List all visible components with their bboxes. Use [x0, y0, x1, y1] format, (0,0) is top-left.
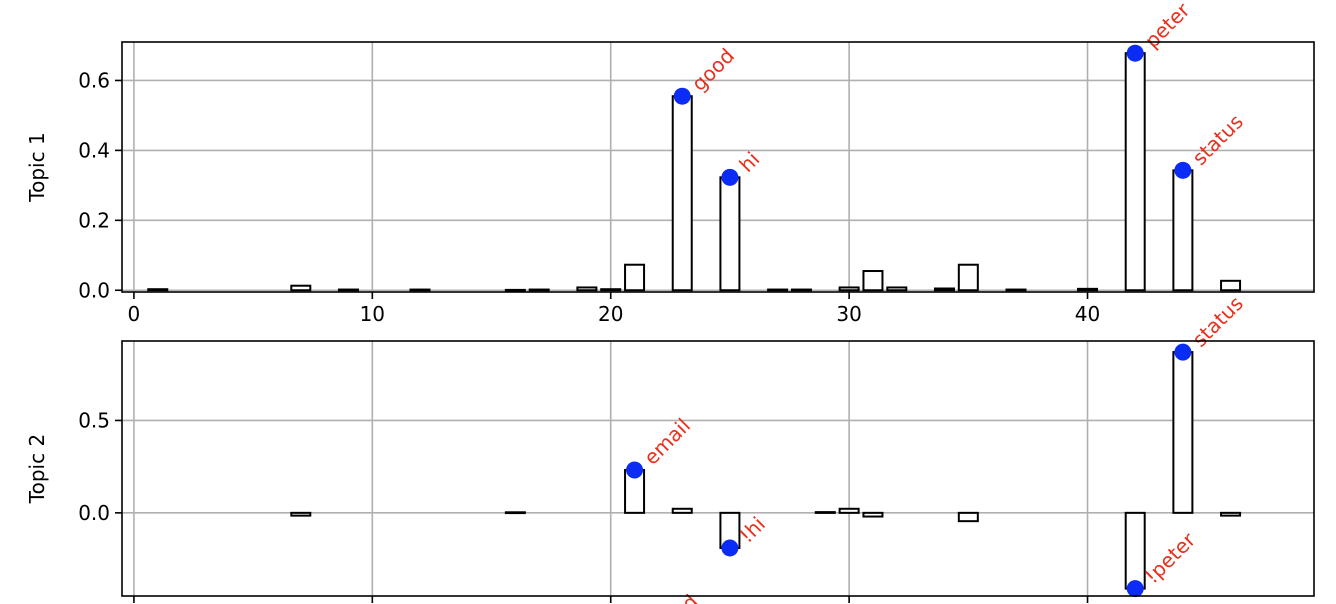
y-tick-label: 0.6	[78, 68, 110, 92]
bar	[290, 284, 312, 292]
bar	[862, 511, 884, 518]
bar	[838, 507, 860, 514]
bar	[719, 176, 741, 292]
y-tick-label: 0.2	[78, 208, 110, 232]
axes-frame	[121, 340, 1315, 597]
bar	[1077, 287, 1099, 292]
bar	[838, 286, 860, 292]
y-tick-label: 0.4	[78, 138, 110, 162]
bar	[1172, 169, 1194, 292]
highlight-marker	[721, 539, 739, 557]
bar	[790, 288, 812, 292]
highlight-marker	[1126, 44, 1144, 62]
x-tick-label: 20	[598, 302, 623, 326]
highlight-marker	[673, 87, 691, 105]
bar	[337, 288, 359, 292]
bar	[290, 511, 312, 517]
bar	[147, 288, 169, 292]
bar	[528, 288, 550, 292]
bar	[957, 511, 979, 523]
bar	[624, 263, 646, 292]
bar	[1124, 52, 1146, 292]
bar	[862, 270, 884, 292]
word-label: peter	[1140, 0, 1195, 53]
bar	[814, 511, 836, 514]
bar	[600, 288, 622, 292]
word-label: email	[639, 414, 695, 470]
highlight-marker	[1126, 580, 1144, 598]
bar	[886, 286, 908, 292]
highlight-marker	[626, 461, 644, 479]
bar	[933, 287, 955, 292]
bar	[576, 286, 598, 292]
bar	[1172, 351, 1194, 514]
highlight-marker	[721, 168, 739, 186]
x-tick-label: 0	[128, 302, 141, 326]
x-tick-label: 40	[1075, 302, 1100, 326]
bar	[671, 507, 693, 514]
y-axis-label: Topic 1	[25, 132, 49, 202]
bar	[1124, 511, 1146, 590]
axes-frame	[121, 41, 1315, 293]
y-axis-label: Topic 2	[25, 434, 49, 504]
bar	[957, 263, 979, 292]
word-label: !peter	[1140, 527, 1201, 588]
topic-1-panel: good hi peter status 0.0 0.2 0.4 0.6 0 10 20 30 40 To…	[25, 0, 1315, 326]
bar	[504, 511, 526, 515]
word-label: status	[1187, 109, 1247, 169]
bar	[409, 288, 431, 292]
bar	[671, 95, 693, 292]
x-tick-label: 10	[360, 302, 385, 326]
y-tick-label: 0.0	[78, 501, 110, 525]
word-label: status	[1187, 291, 1247, 351]
word-label: good	[687, 43, 739, 95]
bar	[1220, 511, 1242, 517]
bar	[504, 288, 526, 292]
bar	[1005, 288, 1027, 292]
bar	[767, 288, 789, 292]
word-label: hi	[734, 147, 764, 177]
highlight-marker	[1174, 343, 1192, 361]
bar	[1220, 279, 1242, 292]
x-tick-label: 30	[836, 302, 861, 326]
y-tick-label: 0.5	[78, 408, 110, 432]
y-tick-label: 0.0	[78, 278, 110, 302]
highlight-marker	[1174, 161, 1192, 179]
